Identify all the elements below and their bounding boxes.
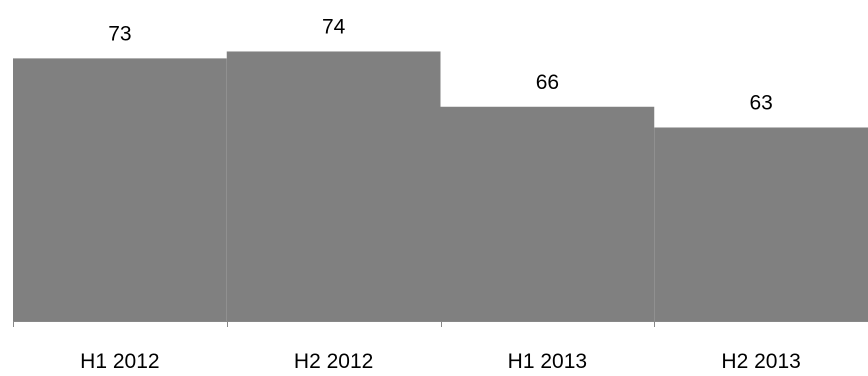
x-tick-label: H2 2012 (294, 350, 373, 373)
x-tick-label: H1 2013 (508, 350, 587, 373)
x-axis-ticks-group (13, 321, 655, 327)
x-tick-label: H1 2012 (80, 350, 159, 373)
bar-h1-2012 (13, 58, 227, 321)
bar-h2-2013 (654, 127, 868, 321)
data-label: 73 (108, 22, 131, 45)
bar-h1-2013 (440, 106, 655, 321)
bar-h2-2012 (226, 51, 441, 321)
x-tick-label: H2 2013 (721, 350, 800, 373)
data-labels-group: 73 74 66 63 (108, 15, 773, 114)
data-label: 74 (322, 15, 346, 38)
data-label: 63 (749, 91, 772, 114)
data-label: 66 (536, 71, 559, 94)
bars-group (13, 51, 868, 321)
x-axis-labels-group: H1 2012 H2 2012 H1 2013 H2 2013 (80, 350, 801, 373)
